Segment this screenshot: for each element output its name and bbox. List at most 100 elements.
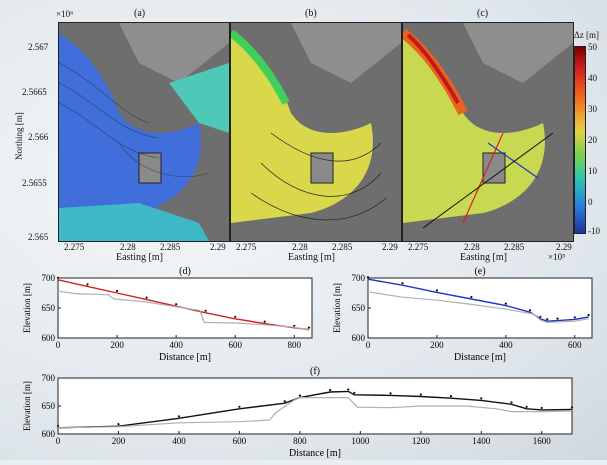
map-y-tick: 2.5655 [22, 178, 47, 188]
map-x-exponent: ×10⁵ [548, 252, 566, 262]
map-y-tick: 2.566 [28, 132, 49, 142]
map-x-tick: 2.275 [408, 242, 429, 252]
profile-chart-e: 0 200 400 600 700 650 600 (e) Distance [m] Elevat… [330, 266, 600, 364]
chart-label: (f) [310, 366, 320, 377]
plot-area [57, 377, 573, 435]
map-x-tick: 2.275 [236, 242, 257, 252]
profile-chart-d: 0 200 400 600 800 700 650 600 (d) Distance [m] Ele… [20, 266, 320, 364]
map-y-exponent: ×10⁶ [56, 9, 74, 19]
map-x-label-b: Easting [m] [288, 252, 335, 263]
x-axis-label: Distance [m] [159, 352, 211, 363]
data-point [419, 393, 422, 396]
x-tick-label: 400 [172, 436, 186, 446]
series-line [367, 291, 589, 324]
map-x-tick: 2.28 [120, 242, 136, 252]
map-panel-c [402, 22, 574, 242]
data-point [115, 289, 119, 293]
x-tick-label: 800 [293, 436, 307, 446]
y-tick-label: 650 [42, 401, 56, 411]
y-tick-label: 700 [42, 273, 56, 283]
colorbar-tick: 10 [588, 166, 597, 176]
x-tick-label: 0 [56, 436, 61, 446]
y-axis-label: Elevation [m] [332, 283, 342, 333]
data-point [449, 395, 453, 398]
map-b-label: (b) [305, 8, 317, 19]
data-point [177, 415, 181, 418]
x-tick-label: 200 [110, 340, 124, 350]
colorbar-tick: 50 [588, 42, 597, 52]
map-c-label: (c) [477, 8, 489, 19]
data-point [238, 405, 241, 408]
x-tick-label: 1200 [412, 436, 431, 446]
map-c-svg [403, 23, 573, 241]
data-point [353, 391, 356, 394]
map-y-tick: 2.567 [28, 42, 49, 52]
data-point [525, 405, 528, 408]
data-point [307, 326, 311, 329]
data-point [283, 400, 286, 403]
y-tick-label: 700 [42, 373, 56, 383]
colorbar [574, 46, 586, 234]
x-tick-label: 400 [499, 340, 513, 350]
map-x-tick: 2.285 [332, 242, 353, 252]
data-point [293, 324, 296, 327]
y-tick-label: 600 [42, 333, 56, 343]
data-point [504, 302, 507, 305]
map-panel-a [58, 22, 230, 242]
data-point [587, 313, 590, 317]
profile-svg: 0 200 400 600 800 700 650 600 (d) Distance [m] Ele… [22, 266, 313, 363]
x-tick-label: 0 [366, 340, 371, 350]
map-x-tick: 2.285 [160, 242, 181, 252]
x-tick-label: 200 [430, 340, 444, 350]
data-point [175, 303, 178, 306]
data-point [435, 289, 439, 292]
profile-svg: 0 200 400 600 700 650 600 (e) Distance [m] Elevat… [332, 266, 593, 363]
y-axis-label: Elevation [m] [22, 283, 32, 333]
data-point [480, 397, 483, 400]
map-y-tick: 2.565 [28, 232, 49, 242]
data-point [546, 318, 549, 321]
data-point [470, 295, 473, 299]
colorbar-tick: 20 [588, 135, 597, 145]
colorbar-tick: 30 [588, 104, 597, 114]
colorbar-title: Δz [m] [574, 30, 600, 40]
x-tick-label: 0 [56, 340, 61, 350]
x-axis-label: Distance [m] [454, 352, 506, 363]
chart-label: (d) [179, 266, 191, 277]
map-panel-b [230, 22, 402, 242]
profile-chart-f: 0 200 400 600 800 1000 1200 1400 1600 700 650 600 (f… [20, 366, 580, 460]
map-x-tick: 2.28 [292, 242, 308, 252]
x-tick-label: 200 [112, 436, 126, 446]
data-point [540, 406, 543, 410]
data-point [329, 388, 332, 392]
x-tick-label: 600 [233, 436, 247, 446]
series-line [367, 278, 589, 322]
y-tick-label: 650 [352, 303, 366, 313]
x-tick-label: 800 [288, 340, 302, 350]
map-x-label-a: Easting [m] [116, 252, 163, 263]
map-x-label-c: Easting [m] [460, 252, 507, 263]
map-x-tick: 2.29 [556, 242, 572, 252]
profile-svg: 0 200 400 600 800 1000 1200 1400 1600 700 650 600 (f… [22, 366, 574, 459]
map-x-tick: 2.285 [504, 242, 525, 252]
data-point [234, 315, 237, 318]
y-tick-label: 650 [42, 303, 56, 313]
map-y-label: Northing [m] [14, 112, 24, 160]
data-point [573, 316, 576, 319]
map-a-label: (a) [134, 8, 146, 19]
map-x-tick: 2.29 [382, 242, 398, 252]
map-x-tick: 2.28 [464, 242, 480, 252]
x-tick-label: 400 [169, 340, 183, 350]
x-tick-label: 600 [228, 340, 242, 350]
map-x-tick: 2.29 [210, 242, 226, 252]
x-tick-label: 600 [568, 340, 582, 350]
series-line [57, 290, 310, 331]
plot-area [57, 277, 313, 339]
colorbar-tick: -10 [588, 226, 600, 236]
data-point [204, 309, 207, 312]
map-a-svg [59, 23, 229, 241]
series-line [57, 397, 573, 429]
data-point [401, 282, 404, 285]
y-tick-label: 600 [352, 333, 366, 343]
data-point [347, 388, 350, 391]
